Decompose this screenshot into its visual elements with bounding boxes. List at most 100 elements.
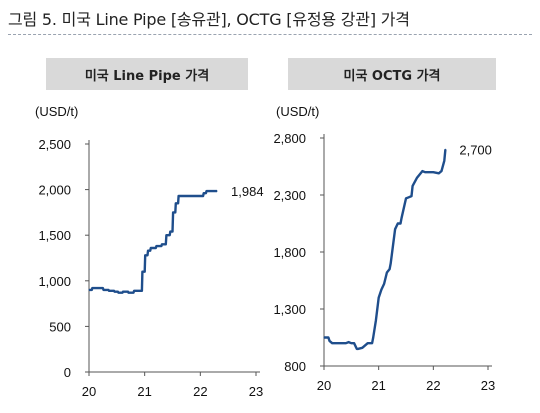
- line-pipe-unit-label: (USD/t): [35, 104, 78, 119]
- octg-data-point: [372, 336, 374, 339]
- octg-data-point: [386, 271, 388, 274]
- octg-data-point: [357, 348, 359, 350]
- octg-data-point: [356, 348, 358, 350]
- line-pipe-data-point: [203, 192, 205, 194]
- line-pipe-data-point: [113, 290, 115, 292]
- octg-data-point: [361, 347, 363, 349]
- line-pipe-data-point: [127, 292, 130, 294]
- line-pipe-panel-title: 미국 Line Pipe 가격: [84, 68, 210, 84]
- line-pipe-data-point: [91, 287, 93, 289]
- line-pipe-y-tick-label: 2,500: [38, 137, 71, 152]
- line-pipe-end-value-label: 1,984: [231, 184, 264, 199]
- line-pipe-data-point: [150, 247, 152, 249]
- octg-x-tick-label: 22: [426, 378, 440, 393]
- octg-data-point: [390, 262, 392, 264]
- line-pipe-data-point: [141, 290, 143, 292]
- line-pipe-data-point: [171, 230, 174, 233]
- line-pipe-data-point: [133, 290, 135, 292]
- octg-x-tick-label: 20: [317, 378, 331, 393]
- line-pipe-data-point: [107, 289, 110, 291]
- line-pipe-data-point: [216, 190, 218, 192]
- line-pipe-data-point: [127, 291, 129, 293]
- octg-data-point: [353, 342, 355, 344]
- octg-x-tick-label: 23: [481, 378, 495, 393]
- octg-data-point: [331, 342, 333, 344]
- line-pipe-data-point: [172, 211, 174, 213]
- line-pipe-data-point: [144, 254, 146, 256]
- octg-data-point: [408, 196, 410, 198]
- octg-data-point: [399, 222, 402, 225]
- line-pipe-data-point: [88, 289, 90, 291]
- octg-unit-label: (USD/t): [276, 104, 319, 119]
- line-pipe-data-point: [155, 245, 157, 247]
- octg-price-line: [324, 149, 447, 351]
- octg-y-tick-label: 800: [284, 359, 306, 374]
- octg-data-point: [444, 148, 446, 150]
- octg-data-point: [378, 297, 380, 299]
- line-pipe-data-point: [121, 292, 123, 294]
- line-pipe-data-point: [205, 192, 207, 194]
- octg-data-point: [328, 340, 331, 342]
- octg-data-point: [411, 185, 414, 187]
- line-pipe-x-tick-label: 20: [82, 384, 96, 399]
- octg-data-point: [424, 171, 426, 173]
- octg-data-point: [367, 342, 369, 344]
- line-pipe-x-tick-label: 22: [193, 384, 207, 399]
- line-pipe-data-point: [174, 211, 176, 213]
- octg-data-point: [440, 170, 443, 172]
- octg-data-point: [348, 341, 350, 343]
- line-pipe-y-tick-label: 2,000: [38, 183, 71, 198]
- line-pipe-data-point: [132, 292, 135, 294]
- octg-data-point: [401, 217, 403, 219]
- line-pipe-y-tick-label: 0: [64, 365, 71, 380]
- octg-data-point: [416, 177, 418, 179]
- octg-data-point: [394, 228, 396, 230]
- line-pipe-data-point: [141, 271, 144, 273]
- octg-x-tick-label: 21: [371, 378, 385, 393]
- line-pipe-y-tick-label: 1,500: [38, 228, 71, 243]
- line-pipe-data-point: [155, 247, 157, 249]
- line-pipe-data-point: [122, 291, 124, 293]
- line-pipe-data-point: [169, 230, 171, 233]
- line-pipe-data-point: [144, 271, 146, 273]
- line-pipe-y-tick-label: 1,000: [38, 274, 71, 289]
- line-pipe-data-point: [146, 254, 149, 256]
- octg-chart: (USD/t) 800 1,300 1,800 2,300 2,800 20 21 22 23 2,…: [273, 104, 495, 393]
- line-pipe-data-point: [114, 291, 116, 293]
- line-pipe-data-point: [147, 250, 149, 252]
- octg-data-point: [375, 319, 377, 321]
- octg-data-point: [380, 289, 382, 291]
- octg-end-value-label: 2,700: [459, 142, 492, 157]
- octg-data-point: [421, 170, 423, 172]
- line-pipe-data-point: [161, 243, 163, 245]
- octg-panel-title: 미국 OCTG 가격: [343, 68, 441, 84]
- line-pipe-chart: (USD/t) 0 500 1,000 1,500 2,000 2,500 20 21 22 23 1…: [35, 104, 264, 399]
- line-pipe-data-point: [178, 195, 180, 197]
- line-pipe-data-point: [160, 245, 162, 247]
- line-pipe-price-line: [89, 189, 217, 294]
- octg-data-point: [350, 342, 352, 344]
- line-pipe-data-point: [177, 202, 179, 204]
- octg-panel-header: 미국 OCTG 가격: [288, 58, 496, 90]
- octg-data-point: [323, 336, 325, 339]
- line-pipe-panel-header: 미국 Line Pipe 가격: [46, 58, 248, 90]
- octg-y-tick-label: 1,300: [273, 302, 306, 317]
- octg-data-point: [410, 195, 413, 197]
- octg-y-tick-label: 2,300: [273, 188, 306, 203]
- octg-data-point: [339, 342, 341, 344]
- octg-y-tick-label: 2,800: [273, 131, 306, 146]
- line-pipe-data-point: [108, 290, 110, 292]
- octg-data-point: [371, 342, 373, 344]
- octg-data-point: [432, 171, 434, 173]
- line-pipe-data-point: [91, 289, 93, 291]
- line-pipe-data-point: [149, 250, 151, 252]
- octg-data-point: [334, 342, 336, 344]
- line-pipe-data-point: [175, 202, 177, 204]
- octg-data-point: [397, 222, 399, 225]
- octg-data-point: [405, 197, 407, 200]
- line-pipe-y-tick-label: 500: [49, 319, 71, 334]
- line-pipe-data-point: [202, 195, 204, 197]
- line-pipe-data-point: [117, 291, 119, 293]
- line-pipe-data-point: [169, 234, 171, 236]
- octg-data-point: [345, 342, 347, 344]
